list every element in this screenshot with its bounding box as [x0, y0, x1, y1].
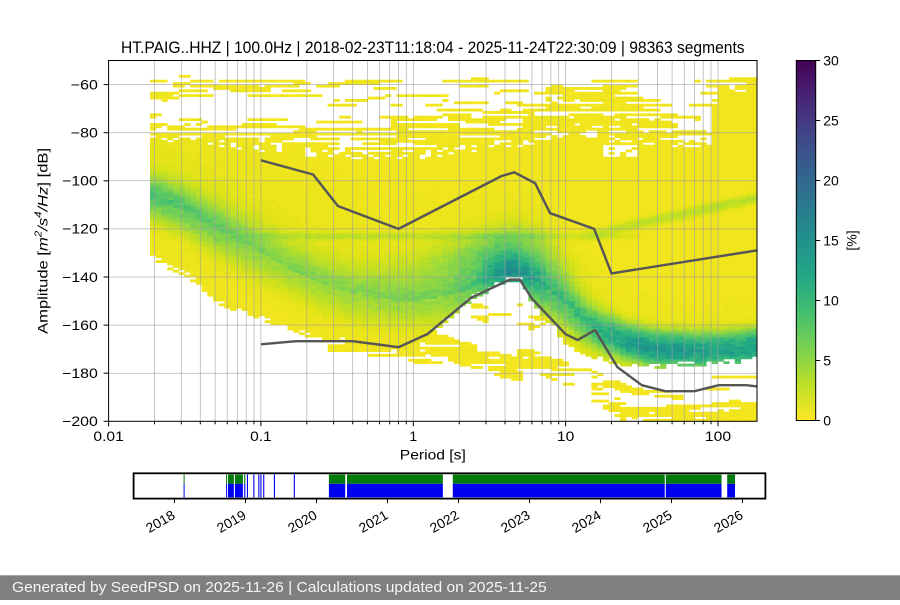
svg-text:10: 10 [557, 428, 575, 444]
svg-text:30: 30 [823, 52, 839, 68]
svg-text:5: 5 [823, 352, 831, 368]
svg-text:−80: −80 [71, 125, 98, 141]
svg-text:−140: −140 [62, 269, 98, 285]
svg-text:HT.PAIG..HHZ | 100.0Hz | 2018-: HT.PAIG..HHZ | 100.0Hz | 2018-02-23T11:1… [121, 38, 745, 57]
svg-text:20: 20 [823, 172, 839, 188]
svg-text:−100: −100 [62, 173, 98, 189]
svg-text:0: 0 [823, 412, 831, 428]
svg-text:−60: −60 [71, 76, 98, 92]
svg-text:100: 100 [705, 428, 731, 444]
svg-text:−200: −200 [62, 413, 98, 429]
svg-text:0.01: 0.01 [93, 428, 124, 444]
svg-text:10: 10 [823, 292, 839, 308]
svg-text:0.1: 0.1 [250, 428, 272, 444]
svg-text:−120: −120 [62, 221, 98, 237]
svg-text:15: 15 [823, 232, 839, 248]
svg-text:1: 1 [409, 428, 417, 444]
svg-text:−180: −180 [62, 365, 98, 381]
svg-text:Amplitude [m2/s4/Hz] [dB]: Amplitude [m2/s4/Hz] [dB] [33, 148, 50, 334]
svg-text:Period [s]: Period [s] [400, 447, 466, 463]
svg-text:−160: −160 [62, 317, 98, 333]
svg-text:25: 25 [823, 112, 839, 128]
svg-text:Generated by SeedPSD on 2025-1: Generated by SeedPSD on 2025-11-26 | Cal… [12, 579, 547, 596]
svg-text:[%]: [%] [844, 230, 860, 250]
